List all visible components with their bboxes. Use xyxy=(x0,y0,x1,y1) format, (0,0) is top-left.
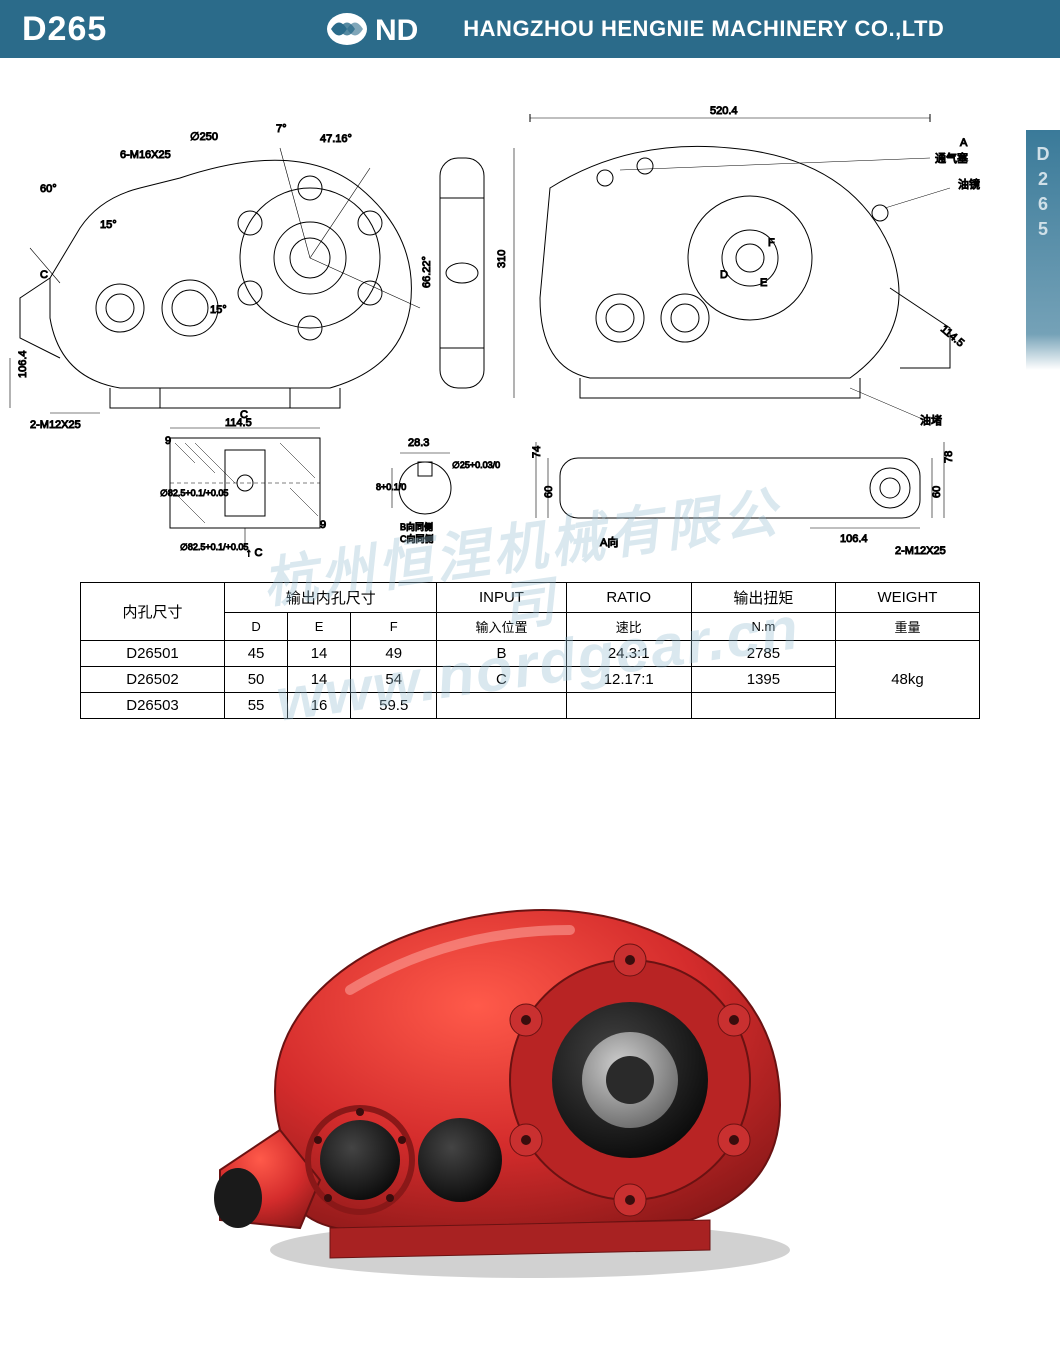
svg-text:F: F xyxy=(768,237,775,249)
svg-text:∅82.5+0.1/+0.05: ∅82.5+0.1/+0.05 xyxy=(180,542,248,552)
svg-text:↑ C: ↑ C xyxy=(246,547,263,558)
th-input1: INPUT xyxy=(437,583,566,613)
svg-text:D: D xyxy=(720,269,728,281)
cell: 12.17:1 xyxy=(566,667,691,693)
svg-text:60: 60 xyxy=(931,486,943,498)
logo-text: ND xyxy=(375,14,418,47)
svg-text:47.16°: 47.16° xyxy=(320,133,352,145)
svg-text:106.4: 106.4 xyxy=(840,533,868,545)
svg-text:2-M12X25: 2-M12X25 xyxy=(30,419,81,431)
svg-text:油镜: 油镜 xyxy=(958,177,980,191)
th-weight2: 重量 xyxy=(835,613,979,641)
nd-logo-icon: ND xyxy=(325,8,445,50)
svg-text:520.4: 520.4 xyxy=(710,105,738,117)
table-row: D26501 45 14 49 B 24.3:1 2785 48kg xyxy=(81,641,980,667)
th-torque2: N.m xyxy=(691,613,835,641)
svg-text:15°: 15° xyxy=(100,219,117,231)
company-logo: ND xyxy=(325,8,445,50)
th-input2: 输入位置 xyxy=(437,613,566,641)
svg-text:66.22°: 66.22° xyxy=(421,256,433,288)
cell: D26502 xyxy=(81,667,225,693)
cell xyxy=(691,693,835,719)
th-F: F xyxy=(351,613,437,641)
svg-text:8+0.1/0: 8+0.1/0 xyxy=(376,482,406,492)
cell: D26503 xyxy=(81,693,225,719)
cell: 49 xyxy=(351,641,437,667)
cell: 2785 xyxy=(691,641,835,667)
th-output: 输出内孔尺寸 xyxy=(225,583,437,613)
cell: 54 xyxy=(351,667,437,693)
svg-text:28.3: 28.3 xyxy=(408,437,429,449)
svg-text:∅82.5+0.1/+0.05: ∅82.5+0.1/+0.05 xyxy=(160,488,228,498)
cell: 59.5 xyxy=(351,693,437,719)
svg-text:9: 9 xyxy=(165,435,171,447)
svg-text:78: 78 xyxy=(943,451,955,463)
svg-text:C: C xyxy=(40,269,48,281)
svg-text:C向同侧: C向同侧 xyxy=(400,533,434,544)
cell: 50 xyxy=(225,667,288,693)
svg-text:74: 74 xyxy=(531,446,543,458)
svg-text:E: E xyxy=(760,277,767,289)
cell: C xyxy=(437,667,566,693)
company-name: HANGZHOU HENGNIE MACHINERY CO.,LTD xyxy=(463,16,944,42)
svg-text:B向同侧: B向同侧 xyxy=(400,521,433,532)
page-header: D265 ND HANGZHOU HENGNIE MACHINERY CO.,L… xyxy=(0,0,1060,58)
svg-text:A: A xyxy=(960,137,968,149)
th-E: E xyxy=(288,613,351,641)
cell: B xyxy=(437,641,566,667)
cell: 45 xyxy=(225,641,288,667)
cell: 55 xyxy=(225,693,288,719)
svg-text:310: 310 xyxy=(496,250,508,268)
cell-weight: 48kg xyxy=(835,641,979,719)
svg-text:114.5: 114.5 xyxy=(938,323,966,349)
svg-text:油堵: 油堵 xyxy=(920,413,942,427)
svg-text:∅25+0.03/0: ∅25+0.03/0 xyxy=(452,460,500,470)
product-render xyxy=(210,820,850,1290)
cell: 14 xyxy=(288,641,351,667)
svg-text:7°: 7° xyxy=(276,123,287,135)
technical-drawings: C 60° 15° 106.4 2-M12X25 6-M16X25 ∅250 7… xyxy=(0,98,1060,558)
svg-text:15°: 15° xyxy=(210,304,227,316)
header-title: D265 xyxy=(22,10,107,49)
svg-text:114.5: 114.5 xyxy=(225,417,252,429)
svg-text:106.4: 106.4 xyxy=(17,350,29,378)
svg-text:9: 9 xyxy=(320,519,326,531)
svg-text:60: 60 xyxy=(543,486,555,498)
cell: 14 xyxy=(288,667,351,693)
svg-text:A向: A向 xyxy=(600,535,618,549)
cell xyxy=(566,693,691,719)
svg-text:2-M12X25: 2-M12X25 xyxy=(895,545,946,557)
th-ratio2: 速比 xyxy=(566,613,691,641)
cell xyxy=(437,693,566,719)
th-weight1: WEIGHT xyxy=(835,583,979,613)
svg-text:6-M16X25: 6-M16X25 xyxy=(120,149,171,161)
cell: D26501 xyxy=(81,641,225,667)
cell: 1395 xyxy=(691,667,835,693)
svg-text:∅250: ∅250 xyxy=(190,131,218,143)
svg-text:通气塞: 通气塞 xyxy=(935,151,968,165)
th-ratio1: RATIO xyxy=(566,583,691,613)
cell: 24.3:1 xyxy=(566,641,691,667)
th-torque1: 输出扭矩 xyxy=(691,583,835,613)
th-model: 内孔尺寸 xyxy=(81,583,225,641)
th-D: D xyxy=(225,613,288,641)
cell: 16 xyxy=(288,693,351,719)
spec-table: 内孔尺寸 输出内孔尺寸 INPUT RATIO 输出扭矩 WEIGHT D E … xyxy=(80,582,980,719)
svg-text:60°: 60° xyxy=(40,183,57,195)
